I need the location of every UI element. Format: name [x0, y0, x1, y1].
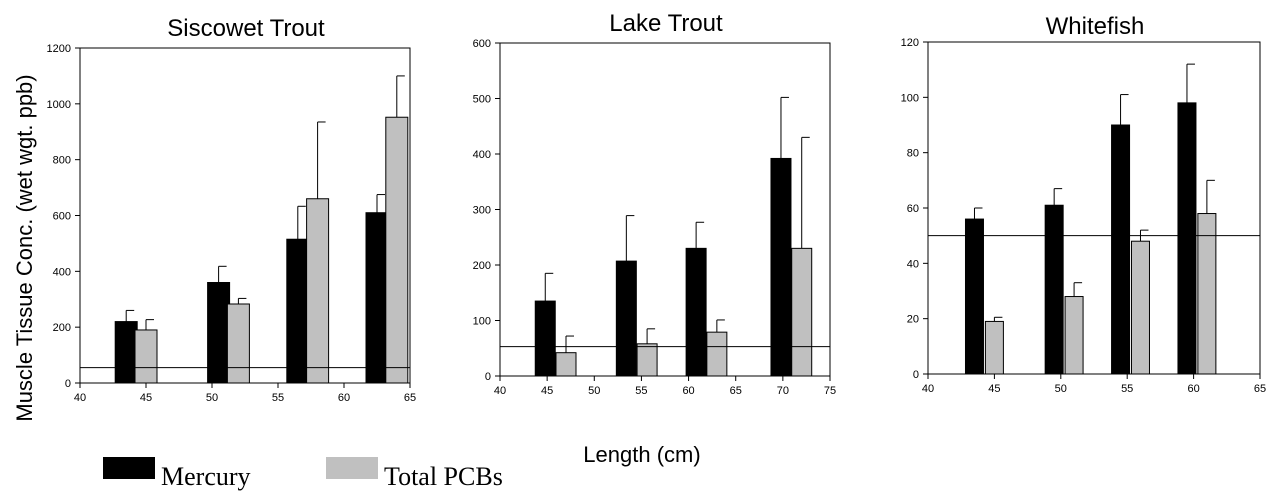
- lake-trout-y-tick-label: 500: [473, 94, 491, 106]
- siscowet-trout-x-tick-label: 45: [140, 392, 152, 404]
- siscowet-trout-x-tick-label: 40: [74, 392, 86, 404]
- siscowet-trout-x-tick-label: 55: [272, 392, 284, 404]
- lake-trout-x-tick-label: 65: [730, 385, 742, 397]
- lake-trout-x-tick-label: 50: [588, 385, 600, 397]
- lake-trout-y-tick-label: 600: [473, 38, 491, 50]
- lake-trout-x-tick-label: 55: [635, 385, 647, 397]
- lake-trout-x-tick-label: 70: [777, 385, 789, 397]
- lake-trout-mercury-bar: [615, 260, 637, 377]
- siscowet-trout-x-tick-label: 65: [404, 392, 416, 404]
- lake-trout-x-tick-label: 75: [824, 385, 836, 397]
- siscowet-trout-mercury-bar: [365, 212, 389, 384]
- whitefish-y-tick-label: 100: [901, 92, 919, 104]
- whitefish-total-pcbs-bar: [1130, 240, 1150, 375]
- siscowet-trout-x-tick-label: 60: [338, 392, 350, 404]
- siscowet-trout-chart: Siscowet Trout 0 200 400 600 800 1000 1200 40 45 5…: [47, 15, 417, 404]
- siscowet-trout-y-tick-label: 1000: [47, 99, 71, 111]
- x-axis-label: Length (cm): [583, 442, 700, 467]
- legend-swatch-mercury: [103, 457, 155, 479]
- whitefish-y-tick-label: 20: [907, 314, 919, 326]
- lake-trout-y-tick-label: 0: [485, 371, 491, 383]
- lake-trout-y-tick-label: 100: [473, 316, 491, 328]
- lake-trout-x-tick-label: 45: [541, 385, 553, 397]
- whitefish-mercury-bar: [1111, 124, 1131, 375]
- siscowet-trout-y-tick-label: 400: [53, 266, 71, 278]
- siscowet-trout-y-tick-label: 200: [53, 322, 71, 334]
- whitefish-mercury-bar: [1177, 102, 1197, 375]
- siscowet-trout-y-tick-label: 600: [53, 211, 71, 223]
- whitefish-x-tick-label: 55: [1121, 383, 1133, 395]
- legend-label-mercury: Mercury: [161, 462, 251, 491]
- lake-trout-total-pcbs-bar: [791, 247, 813, 377]
- whitefish-x-tick-label: 65: [1254, 383, 1266, 395]
- y-axis-label: Muscle Tissue Conc. (wet wgt. ppb): [12, 74, 37, 421]
- whitefish-total-pcbs-bar: [984, 320, 1004, 375]
- whitefish-y-tick-label: 80: [907, 148, 919, 160]
- siscowet-trout-mercury-bar: [114, 321, 138, 384]
- lake-trout-total-pcbs-bar: [706, 331, 728, 377]
- lake-trout-chart: Lake Trout 0 100 200 300 400 500 600 40 45 50 55 60 6…: [473, 10, 836, 397]
- siscowet-trout-x-tick-label: 50: [206, 392, 218, 404]
- lake-trout-mercury-bar: [534, 300, 556, 377]
- siscowet-trout-total-pcbs-bar: [385, 116, 409, 384]
- whitefish-chart: Whitefish 0 20 40 60 80 100 120 40 45 50 55 60 65: [901, 13, 1266, 395]
- lake-trout-y-tick-label: 300: [473, 205, 491, 217]
- lake-trout-y-tick-label: 400: [473, 149, 491, 161]
- whitefish-x-tick-label: 40: [922, 383, 934, 395]
- siscowet-trout-title: Siscowet Trout: [167, 15, 325, 42]
- whitefish-x-tick-label: 50: [1055, 383, 1067, 395]
- lake-trout-y-tick-label: 200: [473, 260, 491, 272]
- whitefish-mercury-bar: [964, 218, 984, 375]
- whitefish-total-pcbs-bar: [1064, 296, 1084, 375]
- lake-trout-mercury-bar: [685, 247, 707, 377]
- whitefish-y-tick-label: 40: [907, 258, 919, 270]
- siscowet-trout-y-tick-label: 1200: [47, 43, 71, 55]
- siscowet-trout-y-tick-label: 800: [53, 155, 71, 167]
- lake-trout-total-pcbs-bar: [636, 343, 658, 377]
- legend: Mercury Total PCBs: [103, 457, 503, 491]
- lake-trout-total-pcbs-bar: [555, 352, 577, 377]
- siscowet-trout-mercury-bar: [286, 238, 310, 384]
- lake-trout-title: Lake Trout: [609, 10, 723, 37]
- lake-trout-x-tick-label: 40: [494, 385, 506, 397]
- siscowet-trout-total-pcbs-bar: [134, 329, 158, 384]
- whitefish-x-tick-label: 45: [988, 383, 1000, 395]
- lake-trout-mercury-bar: [770, 157, 792, 377]
- siscowet-trout-total-pcbs-bar: [306, 198, 330, 384]
- whitefish-y-tick-label: 60: [907, 203, 919, 215]
- legend-label-total-pcbs: Total PCBs: [384, 462, 503, 491]
- siscowet-trout-y-tick-label: 0: [65, 378, 71, 390]
- whitefish-mercury-bar: [1044, 204, 1064, 375]
- whitefish-y-tick-label: 0: [913, 369, 919, 381]
- siscowet-trout-total-pcbs-bar: [226, 303, 250, 384]
- whitefish-total-pcbs-bar: [1197, 213, 1217, 375]
- whitefish-y-tick-label: 120: [901, 37, 919, 49]
- legend-swatch-total-pcbs: [326, 457, 378, 479]
- lake-trout-x-tick-label: 60: [682, 385, 694, 397]
- whitefish-title: Whitefish: [1046, 13, 1145, 40]
- whitefish-x-tick-label: 60: [1187, 383, 1199, 395]
